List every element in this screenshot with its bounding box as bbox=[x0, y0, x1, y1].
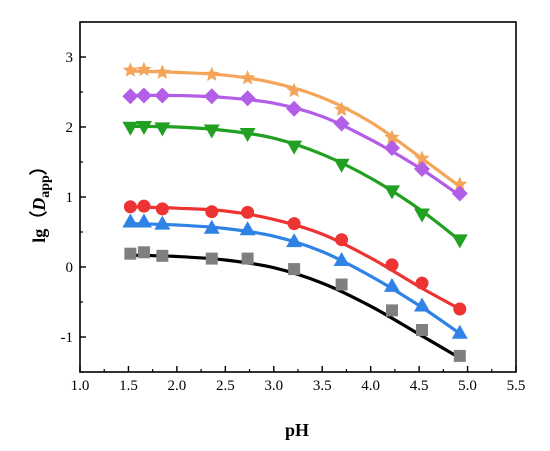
data-point-triangle-up bbox=[383, 277, 400, 292]
data-point-star bbox=[122, 62, 138, 77]
data-point-square bbox=[385, 304, 398, 317]
data-point-triangle-down bbox=[451, 234, 468, 249]
y-title-subscript: app bbox=[38, 175, 53, 198]
data-point-diamond bbox=[286, 100, 303, 117]
data-point-diamond bbox=[451, 185, 468, 202]
data-point-diamond bbox=[203, 88, 220, 105]
data-point-diamond bbox=[239, 90, 256, 107]
data-point-triangle-up bbox=[414, 297, 431, 312]
data-point-square bbox=[416, 324, 429, 336]
y-title-italic: D bbox=[29, 198, 49, 212]
x-tick-label: 3.0 bbox=[264, 378, 283, 394]
data-point-circle bbox=[453, 302, 467, 316]
x-tick-label: 2.5 bbox=[216, 378, 235, 394]
data-point-diamond bbox=[135, 87, 152, 104]
data-point-star bbox=[154, 64, 170, 79]
data-point-triangle-up bbox=[122, 213, 139, 228]
y-tick-label: 0 bbox=[66, 260, 74, 276]
data-point-square bbox=[156, 249, 169, 262]
data-point-square bbox=[241, 252, 254, 265]
data-point-triangle-down bbox=[239, 128, 256, 142]
data-point-circle bbox=[385, 258, 399, 272]
data-point-diamond bbox=[154, 87, 171, 104]
y-tick-label: -1 bbox=[61, 330, 74, 346]
data-point-star bbox=[452, 176, 468, 191]
y-axis-title: lg（Dapp） bbox=[29, 157, 53, 243]
x-tick-label: 5.5 bbox=[507, 378, 526, 394]
data-point-triangle-up bbox=[451, 324, 468, 339]
data-point-triangle-up bbox=[239, 221, 256, 236]
data-point-triangle-down bbox=[135, 121, 152, 135]
data-point-star bbox=[136, 61, 152, 77]
data-point-circle bbox=[155, 202, 169, 216]
data-point-triangle-up bbox=[135, 213, 152, 228]
data-point-square bbox=[453, 349, 466, 362]
data-point-triangle-down bbox=[333, 158, 350, 173]
data-point-diamond bbox=[122, 88, 139, 105]
x-tick-label: 2.0 bbox=[168, 378, 187, 394]
axes bbox=[79, 21, 517, 373]
data-point-star bbox=[333, 101, 350, 116]
data-point-triangle-down bbox=[203, 124, 220, 139]
data-point-square bbox=[124, 247, 137, 260]
ticks: 1.0 1.5 2.0 2.5 3.0 3.5 4.0 4.5 5.0 5.5 -1 0 1 2 3 bbox=[61, 21, 526, 394]
data-point-circle bbox=[415, 276, 429, 290]
data-point-square bbox=[335, 278, 348, 291]
data-point-triangle-up bbox=[154, 215, 171, 230]
data-point-square bbox=[205, 252, 218, 265]
x-axis-title: pH bbox=[285, 420, 309, 440]
data-point-circle bbox=[335, 233, 349, 247]
data-point-star bbox=[384, 129, 400, 144]
data-point-circle bbox=[137, 199, 151, 213]
data-point-star bbox=[204, 66, 220, 81]
data-point-triangle-down bbox=[122, 121, 139, 136]
data-point-diamond bbox=[333, 115, 350, 132]
data-point-triangle-down bbox=[154, 122, 171, 137]
x-tick-label: 4.5 bbox=[410, 378, 429, 394]
x-tick-label: 4.0 bbox=[361, 378, 380, 394]
data-point-triangle-up bbox=[333, 252, 350, 266]
x-tick-label: 3.5 bbox=[313, 378, 332, 394]
plot-frame bbox=[79, 21, 517, 373]
data-point-star bbox=[414, 150, 430, 165]
y-title-prefix: lg（ bbox=[29, 211, 49, 243]
data-point-star bbox=[286, 82, 302, 98]
y-tick-label: 2 bbox=[66, 120, 74, 136]
y-tick-label: 3 bbox=[66, 50, 74, 66]
data-point-triangle-up bbox=[286, 233, 303, 248]
data-point-square bbox=[137, 246, 150, 259]
data-point-diamond bbox=[414, 161, 431, 177]
data-point-star bbox=[240, 70, 256, 85]
data-point-diamond bbox=[383, 140, 400, 156]
y-tick-label: 1 bbox=[66, 190, 74, 206]
data-markers bbox=[122, 61, 468, 362]
x-tick-label: 5.0 bbox=[458, 378, 477, 394]
data-point-circle bbox=[241, 205, 255, 219]
data-point-circle bbox=[287, 217, 301, 231]
data-point-square bbox=[288, 263, 301, 276]
data-point-triangle-down bbox=[383, 185, 400, 200]
y-title-suffix: ） bbox=[29, 157, 49, 175]
data-point-triangle-up bbox=[203, 219, 220, 234]
data-point-circle bbox=[205, 205, 219, 219]
data-point-circle bbox=[123, 200, 137, 214]
x-tick-label: 1.5 bbox=[119, 378, 138, 394]
data-point-triangle-down bbox=[414, 208, 431, 223]
x-tick-label: 1.0 bbox=[71, 378, 90, 394]
data-point-triangle-down bbox=[286, 140, 303, 155]
